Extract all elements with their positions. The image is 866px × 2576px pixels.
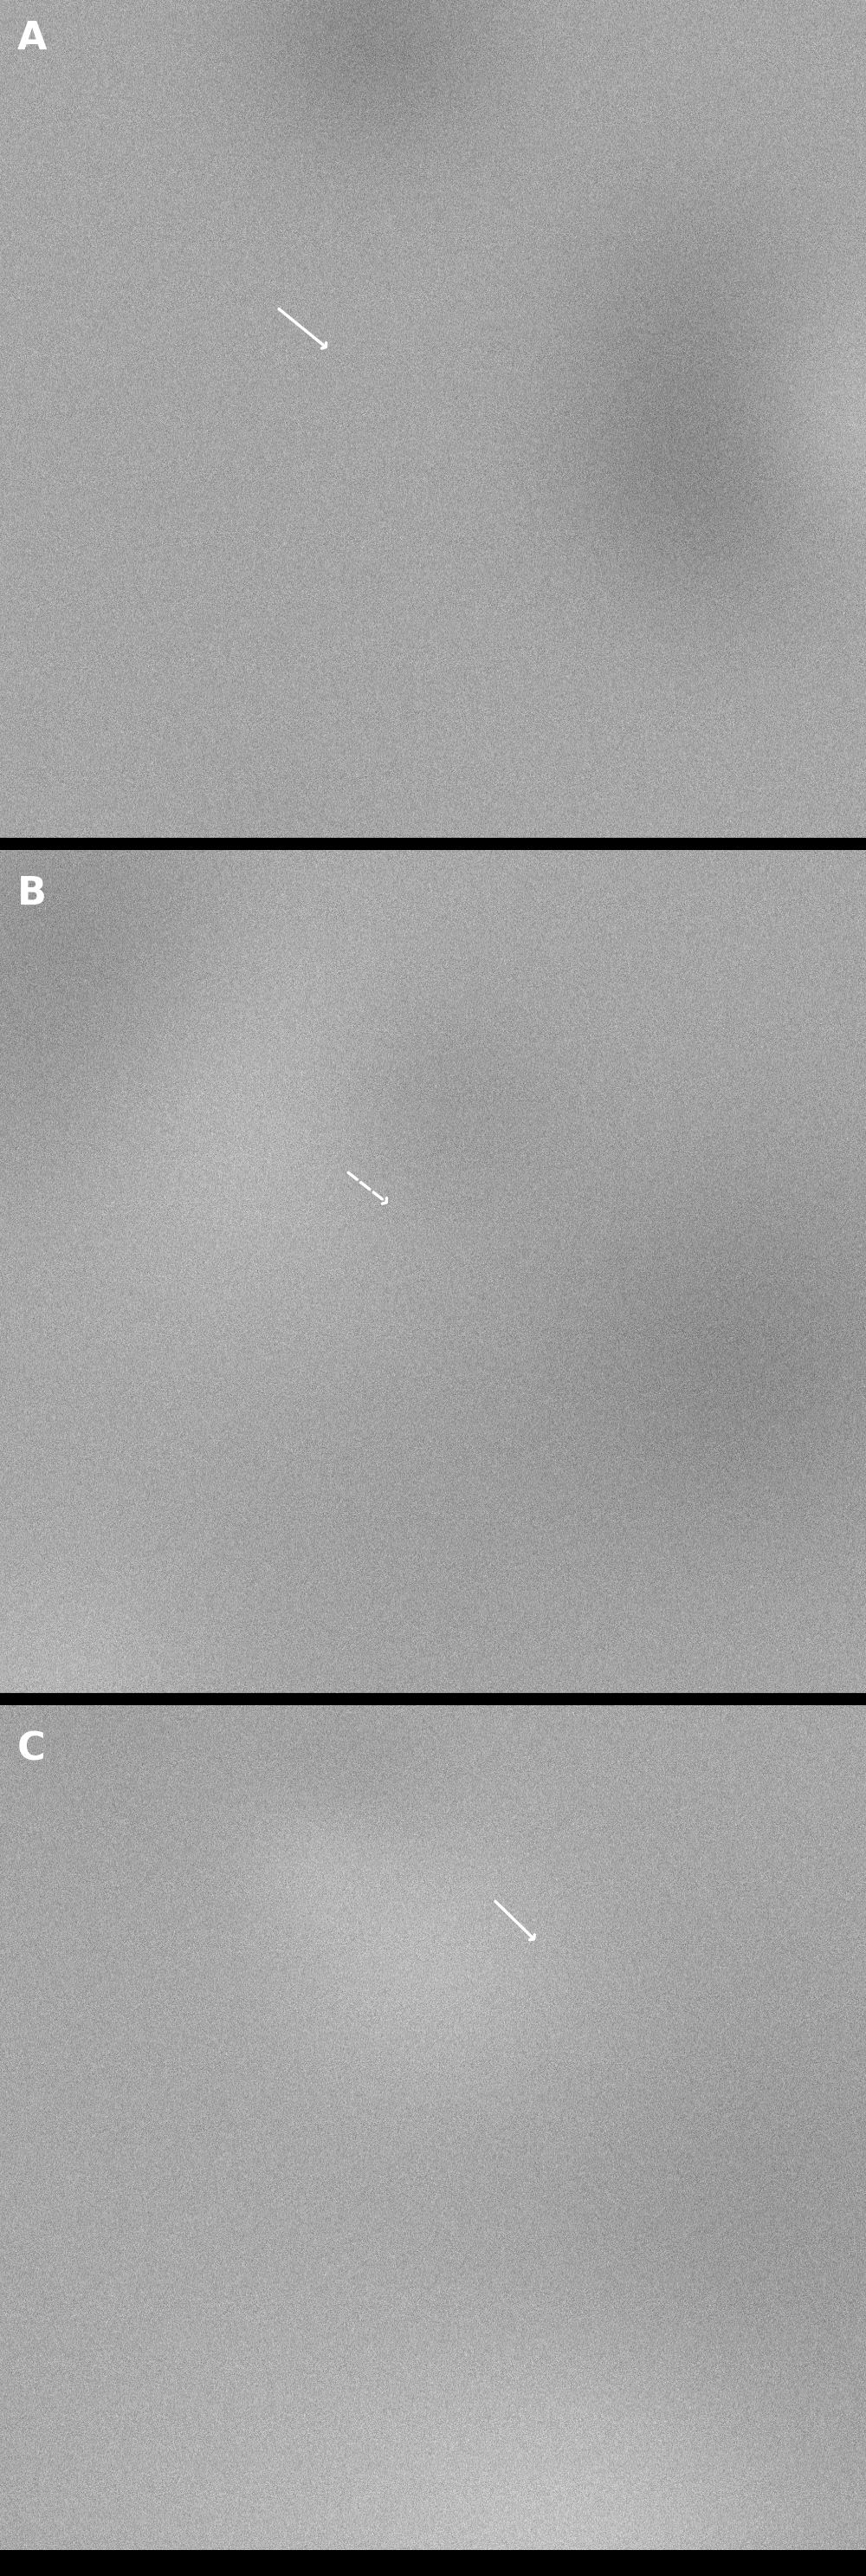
Text: C: C [17, 1731, 46, 1767]
Text: B: B [17, 876, 47, 912]
Text: A: A [17, 21, 47, 57]
